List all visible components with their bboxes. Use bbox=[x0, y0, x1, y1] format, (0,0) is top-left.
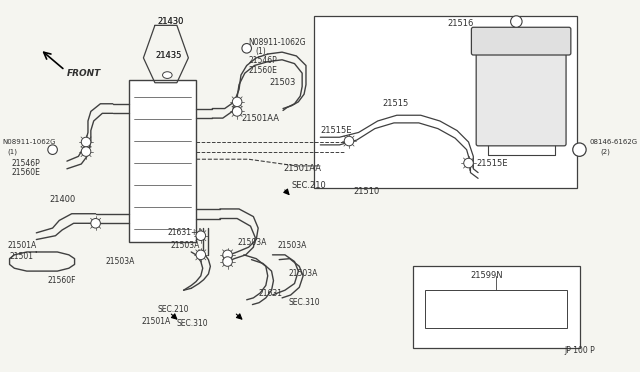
Text: (2): (2) bbox=[600, 148, 611, 155]
Text: 21430: 21430 bbox=[158, 17, 184, 26]
Text: SEC.310: SEC.310 bbox=[177, 319, 209, 328]
Text: 21510: 21510 bbox=[354, 187, 380, 196]
Circle shape bbox=[242, 44, 252, 53]
Text: SEC.310: SEC.310 bbox=[289, 298, 321, 307]
Circle shape bbox=[344, 136, 354, 146]
Text: 21400: 21400 bbox=[50, 195, 76, 204]
Circle shape bbox=[232, 97, 242, 107]
Bar bbox=[426, 290, 567, 328]
Text: 21515E: 21515E bbox=[321, 126, 352, 135]
Text: 21516: 21516 bbox=[447, 19, 474, 28]
Text: 21546P: 21546P bbox=[12, 158, 40, 167]
Text: 21503A: 21503A bbox=[237, 238, 266, 247]
Text: 21435: 21435 bbox=[156, 51, 182, 61]
Text: 21501A: 21501A bbox=[141, 317, 171, 326]
Bar bbox=[314, 16, 577, 188]
Circle shape bbox=[48, 145, 58, 154]
Text: SEC.210: SEC.210 bbox=[292, 180, 326, 190]
Text: 21503A: 21503A bbox=[105, 257, 134, 266]
Text: B: B bbox=[576, 147, 581, 153]
Text: 21560E: 21560E bbox=[248, 66, 278, 75]
Text: (1): (1) bbox=[255, 46, 266, 56]
Text: 21546P: 21546P bbox=[248, 56, 277, 65]
Text: 21503: 21503 bbox=[269, 78, 296, 87]
Text: 21501AA: 21501AA bbox=[241, 113, 279, 123]
Text: 21503A: 21503A bbox=[170, 241, 200, 250]
Text: 21430: 21430 bbox=[158, 17, 184, 26]
Text: 21631: 21631 bbox=[258, 289, 282, 298]
Text: JP 100 P: JP 100 P bbox=[564, 346, 595, 355]
Circle shape bbox=[232, 107, 242, 116]
Ellipse shape bbox=[163, 72, 172, 78]
Text: 21501: 21501 bbox=[10, 252, 33, 261]
Text: 21515: 21515 bbox=[383, 99, 409, 108]
Circle shape bbox=[81, 137, 91, 147]
Text: 21435: 21435 bbox=[156, 51, 182, 61]
Bar bbox=[413, 266, 580, 347]
Text: SEC.210: SEC.210 bbox=[158, 305, 189, 314]
Text: N08911-1062G: N08911-1062G bbox=[2, 139, 56, 145]
Circle shape bbox=[196, 231, 205, 241]
Text: 21560F: 21560F bbox=[48, 276, 76, 285]
Text: 21503A: 21503A bbox=[277, 241, 307, 250]
Circle shape bbox=[223, 257, 232, 266]
Text: 21599N: 21599N bbox=[470, 272, 503, 280]
Text: 21501AA: 21501AA bbox=[283, 164, 321, 173]
Text: (1): (1) bbox=[8, 148, 18, 155]
Circle shape bbox=[573, 143, 586, 156]
Text: 21515E: 21515E bbox=[476, 158, 508, 167]
Text: N08911-1062G: N08911-1062G bbox=[248, 38, 306, 47]
Circle shape bbox=[91, 218, 100, 228]
Text: 21501A: 21501A bbox=[8, 241, 37, 250]
Text: 08146-6162G: 08146-6162G bbox=[589, 139, 637, 145]
Text: 21631+A: 21631+A bbox=[167, 228, 203, 237]
FancyBboxPatch shape bbox=[472, 27, 571, 55]
Circle shape bbox=[223, 250, 232, 260]
Text: 21560E: 21560E bbox=[12, 168, 40, 177]
FancyBboxPatch shape bbox=[476, 45, 566, 146]
Circle shape bbox=[511, 16, 522, 27]
Circle shape bbox=[196, 250, 205, 260]
Bar bbox=[129, 80, 196, 243]
Circle shape bbox=[464, 158, 474, 168]
Text: FRONT: FRONT bbox=[67, 69, 101, 78]
Circle shape bbox=[81, 147, 91, 156]
Text: 21503A: 21503A bbox=[289, 269, 318, 279]
